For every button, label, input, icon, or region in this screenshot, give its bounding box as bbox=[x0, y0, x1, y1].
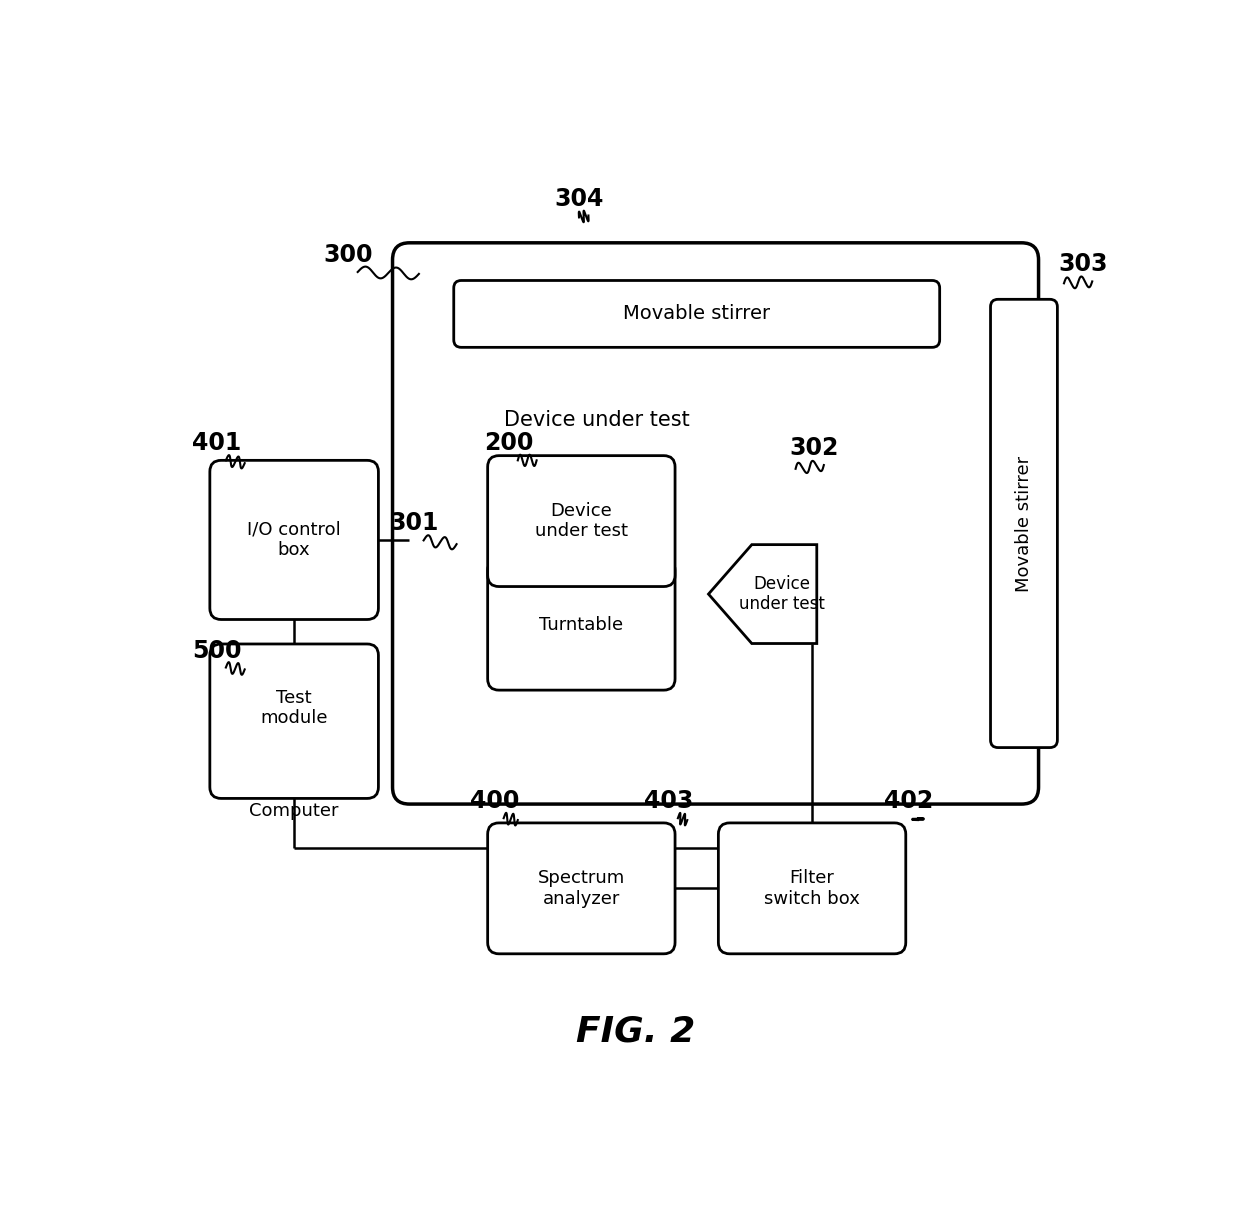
FancyBboxPatch shape bbox=[210, 460, 378, 620]
Text: Computer: Computer bbox=[249, 801, 339, 819]
Text: Movable stirrer: Movable stirrer bbox=[624, 305, 770, 323]
FancyBboxPatch shape bbox=[487, 559, 675, 690]
Text: 303: 303 bbox=[1058, 252, 1107, 276]
Text: 401: 401 bbox=[192, 432, 241, 455]
Polygon shape bbox=[708, 544, 817, 643]
Text: 500: 500 bbox=[192, 638, 242, 663]
FancyBboxPatch shape bbox=[393, 243, 1039, 804]
FancyBboxPatch shape bbox=[991, 300, 1058, 747]
Text: 302: 302 bbox=[790, 437, 839, 460]
Text: 403: 403 bbox=[644, 789, 693, 813]
Text: 304: 304 bbox=[554, 187, 604, 210]
Text: 301: 301 bbox=[389, 511, 439, 536]
Text: I/O control
box: I/O control box bbox=[247, 521, 341, 559]
FancyBboxPatch shape bbox=[454, 280, 940, 347]
Text: Movable stirrer: Movable stirrer bbox=[1016, 455, 1033, 592]
Text: Turntable: Turntable bbox=[539, 615, 624, 634]
Text: Test
module: Test module bbox=[260, 689, 327, 728]
FancyBboxPatch shape bbox=[210, 645, 378, 799]
Text: Spectrum
analyzer: Spectrum analyzer bbox=[538, 870, 625, 907]
Text: Filter
switch box: Filter switch box bbox=[764, 870, 861, 907]
Text: 200: 200 bbox=[484, 432, 533, 455]
Text: Device under test: Device under test bbox=[503, 410, 689, 429]
Text: 402: 402 bbox=[884, 789, 934, 813]
FancyBboxPatch shape bbox=[487, 456, 675, 587]
FancyBboxPatch shape bbox=[718, 823, 905, 954]
Text: Device
under test: Device under test bbox=[739, 575, 825, 614]
FancyBboxPatch shape bbox=[487, 823, 675, 954]
Text: 300: 300 bbox=[324, 243, 373, 267]
Text: Device
under test: Device under test bbox=[534, 501, 627, 541]
Text: 400: 400 bbox=[470, 789, 518, 813]
Text: FIG. 2: FIG. 2 bbox=[575, 1015, 696, 1049]
